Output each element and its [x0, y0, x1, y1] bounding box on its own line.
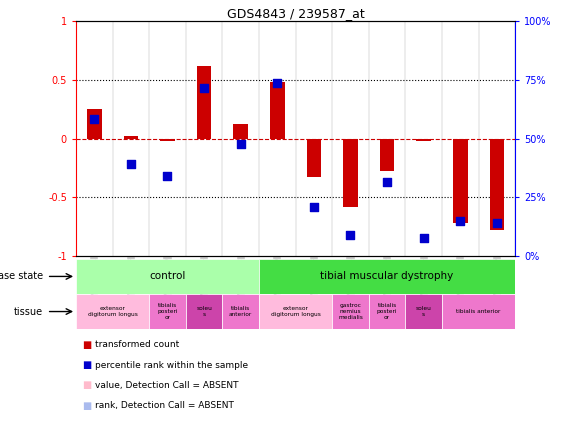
Bar	[76, 259, 259, 294]
Text: ■: ■	[82, 360, 91, 370]
Bar	[442, 294, 515, 329]
Text: soleu
s: soleu s	[196, 306, 212, 317]
Bar	[87, 109, 102, 139]
Bar	[379, 139, 394, 171]
Bar	[197, 66, 212, 139]
Point	[419, 235, 428, 242]
Text: percentile rank within the sample: percentile rank within the sample	[95, 360, 248, 370]
Text: ■: ■	[82, 380, 91, 390]
Text: value, Detection Call = ABSENT: value, Detection Call = ABSENT	[95, 381, 238, 390]
Text: gastroc
nemius
medialis: gastroc nemius medialis	[338, 303, 363, 320]
Bar	[222, 294, 259, 329]
Bar	[259, 294, 332, 329]
Text: control: control	[149, 272, 186, 281]
Point	[273, 80, 282, 87]
Text: tibialis anterior: tibialis anterior	[457, 309, 501, 314]
Point	[492, 220, 501, 226]
Point	[383, 179, 392, 185]
Bar	[490, 139, 504, 230]
Bar	[186, 294, 222, 329]
Text: tibial muscular dystrophy: tibial muscular dystrophy	[320, 272, 454, 281]
Bar	[405, 294, 442, 329]
Bar	[306, 139, 321, 177]
Text: disease state: disease state	[0, 272, 43, 281]
Bar	[453, 139, 468, 223]
Title: GDS4843 / 239587_at: GDS4843 / 239587_at	[227, 7, 364, 20]
Text: soleu
s: soleu s	[415, 306, 432, 317]
Text: tibialis
posteri
or: tibialis posteri or	[157, 303, 178, 320]
Point	[200, 85, 209, 91]
Point	[90, 115, 99, 122]
Point	[456, 217, 465, 224]
Bar	[343, 139, 358, 206]
Bar	[259, 259, 515, 294]
Bar	[332, 294, 369, 329]
Bar	[76, 294, 149, 329]
Bar	[149, 294, 186, 329]
Bar	[369, 294, 405, 329]
Bar	[270, 82, 284, 139]
Text: extensor
digitorum longus: extensor digitorum longus	[88, 306, 137, 317]
Point	[346, 231, 355, 238]
Point	[163, 173, 172, 179]
Text: ■: ■	[82, 340, 91, 350]
Bar	[124, 136, 138, 139]
Text: transformed count: transformed count	[95, 340, 179, 349]
Bar	[417, 139, 431, 141]
Point	[236, 141, 245, 148]
Point	[126, 161, 136, 168]
Text: extensor
digitorum longus: extensor digitorum longus	[271, 306, 320, 317]
Text: ■: ■	[82, 401, 91, 411]
Bar	[160, 139, 175, 141]
Bar	[233, 124, 248, 139]
Text: tibialis
anterior: tibialis anterior	[229, 306, 252, 317]
Text: rank, Detection Call = ABSENT: rank, Detection Call = ABSENT	[95, 401, 234, 410]
Text: tibialis
posteri
or: tibialis posteri or	[377, 303, 397, 320]
Point	[310, 203, 319, 210]
Text: tissue: tissue	[14, 307, 43, 316]
